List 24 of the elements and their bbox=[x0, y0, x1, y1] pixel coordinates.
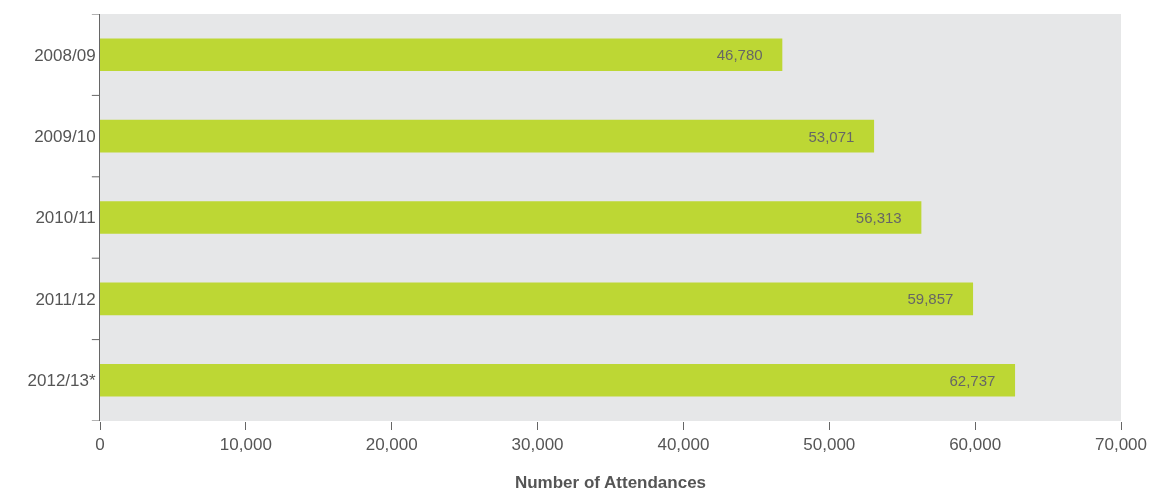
x-axis-title: Number of Attendances bbox=[514, 472, 707, 492]
x-tick-label: 70,000 bbox=[1095, 435, 1147, 455]
y-tick-label: 2012/13* bbox=[27, 371, 96, 391]
y-tick-label: 2009/10 bbox=[34, 127, 96, 147]
data-label: 56,313 bbox=[855, 209, 919, 226]
data-label: 62,737 bbox=[949, 371, 1013, 389]
x-tick-label: 40,000 bbox=[657, 435, 710, 455]
bar bbox=[100, 282, 974, 316]
x-tick-label: 20,000 bbox=[365, 435, 418, 455]
x-tick-label: 10,000 bbox=[219, 435, 272, 455]
y-tick-label: 2008/09 bbox=[34, 45, 96, 65]
y-tick-label: 2011/12 bbox=[35, 289, 96, 309]
x-tick-label: 50,000 bbox=[803, 435, 856, 455]
x-tick-label: 0 bbox=[95, 435, 105, 455]
data-label: 59,857 bbox=[907, 290, 971, 308]
data-label: 53,071 bbox=[808, 127, 872, 145]
bar bbox=[100, 38, 783, 71]
bar bbox=[100, 201, 922, 234]
x-tick-label: 60,000 bbox=[949, 435, 1002, 455]
bar bbox=[100, 364, 1016, 397]
y-tick-label: 2010/11 bbox=[35, 208, 96, 228]
data-label: 46,780 bbox=[716, 46, 780, 64]
bar bbox=[100, 119, 875, 153]
x-tick-label: 30,000 bbox=[511, 435, 564, 455]
